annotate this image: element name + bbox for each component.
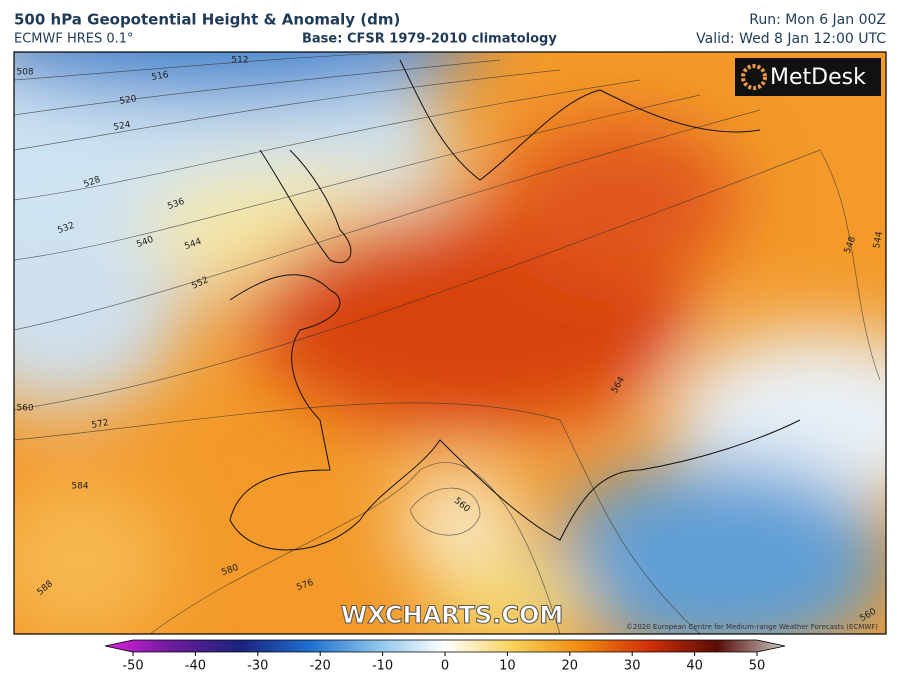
colorbar-tick-label: 20	[562, 659, 579, 674]
logo: MetDesk	[770, 65, 866, 90]
colorbar-tick-label: 40	[686, 659, 703, 674]
contour-label: 512	[231, 56, 248, 66]
model: ECMWF HRES 0.1°	[14, 32, 134, 47]
colorbar-tick-label: 50	[749, 659, 766, 674]
contour-label: 524	[113, 120, 132, 133]
colorbar-tick-label: 30	[624, 659, 641, 674]
contour-label: 544	[872, 230, 885, 249]
colorbar: -50 -40 -30 -20 -10 0 10 20 30 40 50	[104, 639, 786, 674]
contour-label: 508	[16, 68, 33, 78]
contour-label: 572	[91, 418, 110, 431]
colorbar-tick-label: -40	[185, 659, 206, 674]
contour-label: 520	[119, 94, 138, 107]
contour-label: 516	[151, 70, 170, 83]
contour-label: 584	[71, 482, 88, 492]
colorbar-tick-label: -20	[310, 659, 331, 674]
logo-box	[735, 58, 881, 96]
contour-label: 560	[16, 404, 33, 414]
colorbar-tick-label: 10	[499, 659, 516, 674]
valid: Valid: Wed 8 Jan 12:00 UTC	[696, 31, 886, 47]
colorbar-bar	[104, 639, 786, 653]
logo-icon	[741, 64, 767, 90]
title: 500 hPa Geopotential Height & Anomaly (d…	[14, 11, 400, 29]
colorbar-tick-label: -10	[372, 659, 393, 674]
map-field	[14, 52, 886, 634]
run: Run: Mon 6 Jan 00Z	[749, 12, 886, 28]
base: Base: CFSR 1979-2010 climatology	[302, 32, 557, 47]
copyright: ©2020 European Centre for Medium-range W…	[626, 623, 878, 631]
map-frame	[13, 51, 887, 635]
colorbar-tick-label: -30	[247, 659, 268, 674]
colorbar-tick-label: -50	[122, 659, 143, 674]
colorbar-tick-label: 0	[441, 659, 449, 674]
watermark: WXCHARTS.COM	[341, 601, 563, 629]
